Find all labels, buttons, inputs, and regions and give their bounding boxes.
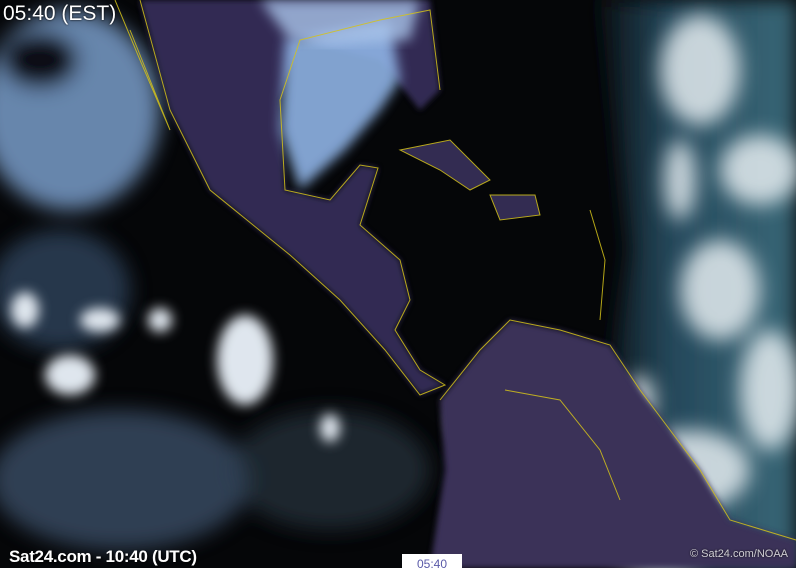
south-america-land — [430, 320, 796, 568]
convective-clouds — [11, 292, 497, 550]
mexico-land — [140, 0, 445, 395]
cuba — [400, 140, 490, 190]
border-lines — [114, 0, 796, 541]
pacific-clouds — [0, 10, 430, 550]
hispaniola — [490, 195, 540, 220]
utc-time-caption: Sat24.com - 10:40 (UTC) — [9, 547, 197, 566]
us-clouds — [260, 0, 420, 45]
gulf-clouds — [280, 20, 400, 190]
local-time-label: 05:40 (EST) — [3, 2, 117, 25]
credit-watermark: © Sat24.com/NOAA — [690, 548, 788, 560]
timeline-handle[interactable]: 05:40 — [402, 554, 462, 568]
